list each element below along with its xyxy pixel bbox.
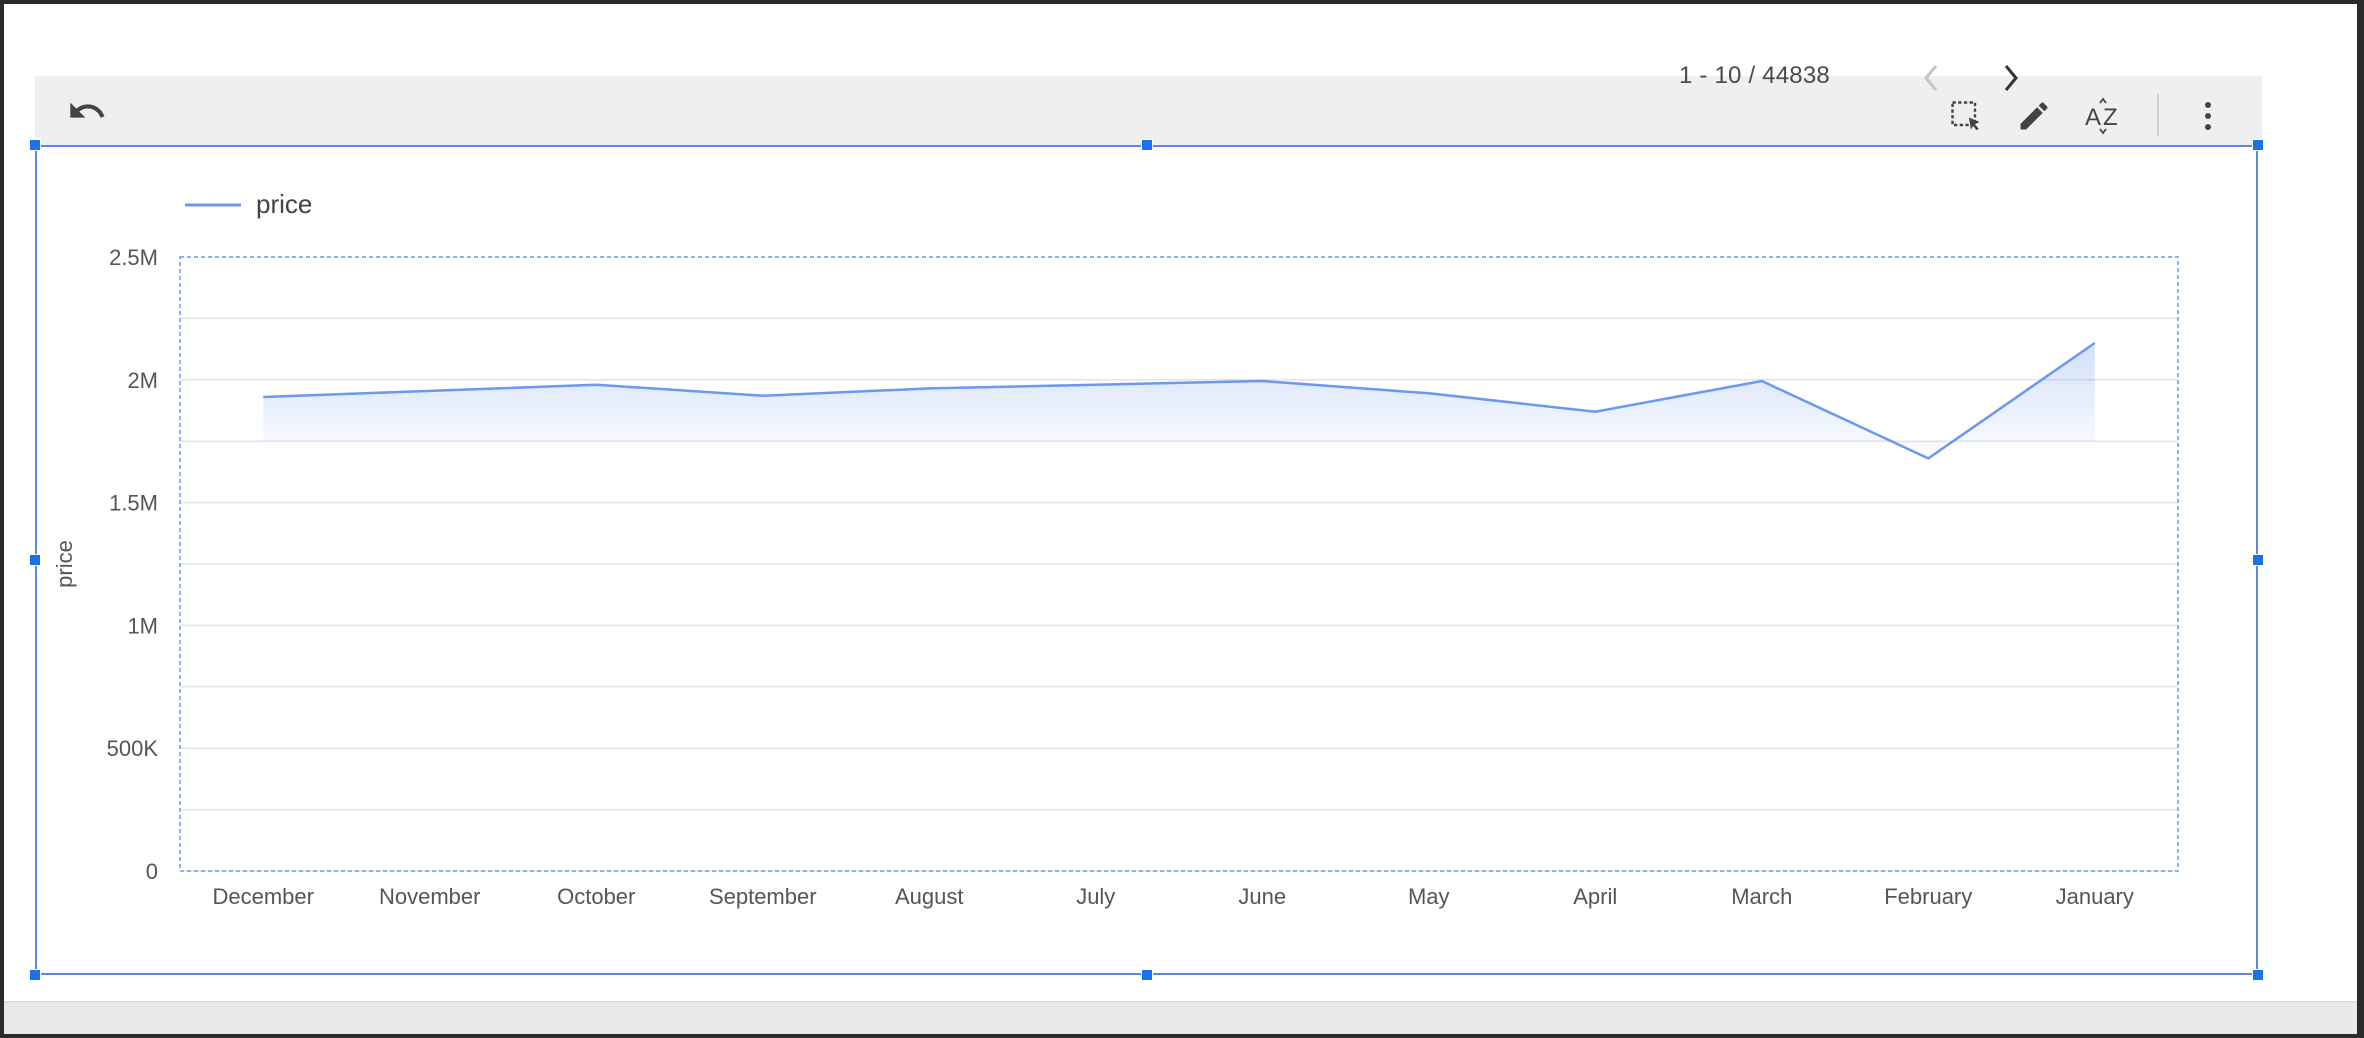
x-tick-label: July (1076, 884, 1115, 909)
series-line-price (263, 341, 2096, 460)
x-tick-label: March (1731, 884, 1792, 909)
resize-handle-top-left[interactable] (29, 139, 41, 151)
y-tick-label: 1M (127, 613, 158, 638)
x-tick-label: January (2056, 884, 2134, 909)
series-area-price (263, 343, 2095, 459)
resize-handle-top-right[interactable] (2252, 139, 2264, 151)
toolbar-divider (2157, 94, 2159, 136)
x-tick-label: September (709, 884, 817, 909)
undo-icon[interactable] (65, 90, 109, 132)
svg-text:Z: Z (2103, 104, 2118, 131)
y-tick-label: 1.5M (109, 491, 158, 516)
page-bottom-strip (4, 1001, 2357, 1034)
resize-handle-middle-left[interactable] (29, 554, 41, 566)
x-tick-label: August (895, 884, 964, 909)
x-tick-label: October (557, 884, 635, 909)
resize-handle-bottom-left[interactable] (29, 969, 41, 981)
y-tick-label: 500K (107, 736, 159, 761)
pagination-range: 1 - 10 / 44838 (1679, 62, 1830, 89)
x-tick-label: June (1238, 884, 1286, 909)
sort-az-icon[interactable]: A Z (2080, 96, 2128, 136)
chevron-left-icon (1924, 65, 1938, 91)
prev-page-button[interactable] (1914, 58, 1948, 98)
x-tick-label: May (1408, 884, 1450, 909)
resize-handle-top-center[interactable] (1141, 139, 1153, 151)
edit-pencil-icon[interactable] (2012, 96, 2056, 136)
y-tick-label: 0 (146, 859, 158, 884)
line-chart: 0 500K 1M 1.5M 2M 2.5M December November Octobe… (52, 189, 2179, 909)
resize-handle-bottom-right[interactable] (2252, 969, 2264, 981)
y-tick-label: 2M (127, 368, 158, 393)
resize-handle-middle-right[interactable] (2252, 554, 2264, 566)
x-tick-label: November (379, 884, 480, 909)
y-axis-label: price (52, 540, 77, 588)
chevron-right-icon (2004, 65, 2018, 91)
x-tick-label: February (1884, 884, 1972, 909)
legend-label: price (256, 189, 312, 219)
x-tick-label: December (213, 884, 314, 909)
x-tick-label: April (1573, 884, 1617, 909)
more-vert-icon[interactable] (2190, 96, 2226, 136)
plot-area-border (179, 256, 2179, 872)
report-canvas: 1 - 10 / 44838 A Z (4, 4, 2357, 1034)
next-page-button[interactable] (1994, 58, 2028, 98)
y-tick-label: 2.5M (109, 245, 158, 270)
select-area-icon[interactable] (1944, 96, 1988, 136)
chart-toolbar (35, 76, 2262, 146)
resize-handle-bottom-center[interactable] (1141, 969, 1153, 981)
svg-text:A: A (2085, 104, 2101, 131)
chart-selection-frame[interactable]: 0 500K 1M 1.5M 2M 2.5M December November Octobe… (35, 145, 2258, 975)
